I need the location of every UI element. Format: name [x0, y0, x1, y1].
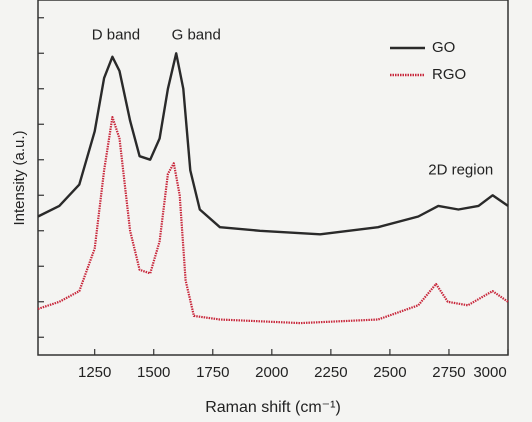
x-tick-label: 1250 [78, 364, 111, 381]
annotation: D band [92, 26, 140, 43]
x-axis-label: Raman shift (cm⁻¹) [205, 399, 341, 416]
x-tick-label: 2000 [255, 364, 288, 381]
annotation: 2D region [428, 161, 493, 178]
x-tick-label: 2250 [314, 364, 347, 381]
x-tick-label: 1500 [137, 364, 170, 381]
plot-frame [37, 0, 509, 356]
y-axis-label: Intensity (a.u.) [11, 130, 28, 225]
x-tick-label: 3000 [473, 364, 506, 381]
x-tick-label: 2750 [432, 364, 465, 381]
x-tick-label: 2500 [373, 364, 406, 381]
series-line [37, 52, 509, 236]
x-tick-label: 1750 [196, 364, 229, 381]
legend-label: GO [432, 39, 455, 56]
series-line [37, 116, 509, 325]
legend-label: RGO [432, 66, 466, 83]
annotation: G band [172, 26, 221, 43]
